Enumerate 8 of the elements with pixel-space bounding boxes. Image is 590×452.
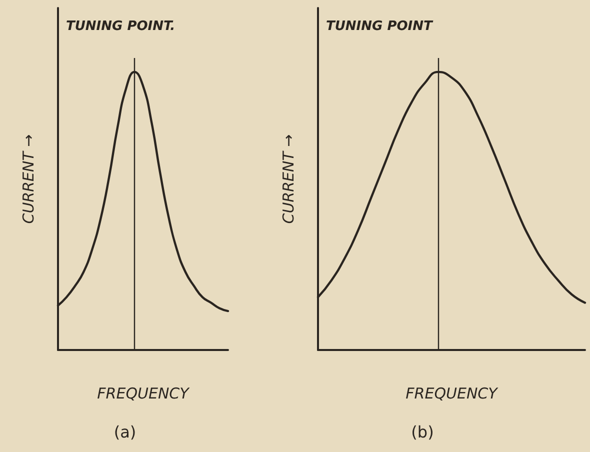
text: (b) xyxy=(411,422,434,442)
text: TUNING POINT xyxy=(326,19,434,34)
text: TUNING POINT. xyxy=(66,19,176,34)
x-axis-title: FREQUENCY xyxy=(97,384,191,402)
y-axis-title: CURRENT → xyxy=(20,134,38,224)
y-axis-title: CURRENT → xyxy=(280,134,298,224)
text: (a) xyxy=(114,422,136,442)
x-axis-title: FREQUENCY xyxy=(406,384,500,402)
